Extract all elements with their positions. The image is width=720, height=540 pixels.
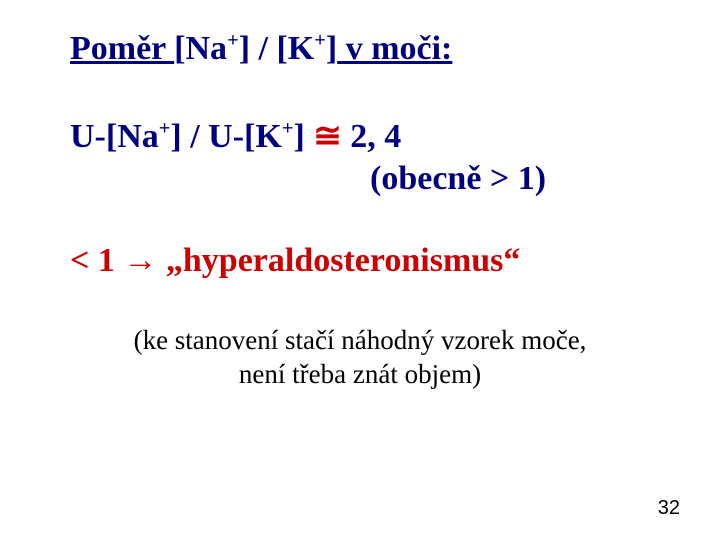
title-suffix: v moči: <box>337 30 452 67</box>
title-sup1: + <box>227 30 239 52</box>
title-k-close: ] <box>326 30 337 67</box>
eq-sup1: + <box>159 118 171 140</box>
eq-uk-close: ] <box>293 118 313 155</box>
note-l2: není třeba znát objem) <box>239 359 481 389</box>
eq-value: 2, 4 <box>342 118 402 155</box>
title-na-open: [Na <box>174 30 227 67</box>
lt-line: < 1 → „hyperaldosteronismus“ <box>70 242 650 280</box>
page-number: 32 <box>658 497 680 520</box>
eq-sup2: + <box>282 118 294 140</box>
eq-una-close: ] / U-[K <box>170 118 281 155</box>
title-k-open: ] / [K <box>239 30 315 67</box>
title-sup2: + <box>314 30 326 52</box>
lt-rhs: „hyperaldosteronismus“ <box>157 242 520 279</box>
slide-title: Poměr [Na+] / [K+] v moči: <box>70 30 650 68</box>
footnote: (ke stanovení stačí náhodný vzorek moče,… <box>70 324 650 392</box>
arrow-icon: → <box>123 242 157 279</box>
title-prefix: Poměr <box>70 30 174 67</box>
general-note: (obecně > 1) <box>70 160 650 198</box>
equation-line: U-[Na+] / U-[K+] ≅ 2, 4 <box>70 116 650 156</box>
approx-symbol: ≅ <box>313 118 342 155</box>
lt-lhs: < 1 <box>70 242 123 279</box>
note-l1: (ke stanovení stačí náhodný vzorek moče, <box>134 325 587 355</box>
eq-una-open: U-[Na <box>70 118 159 155</box>
